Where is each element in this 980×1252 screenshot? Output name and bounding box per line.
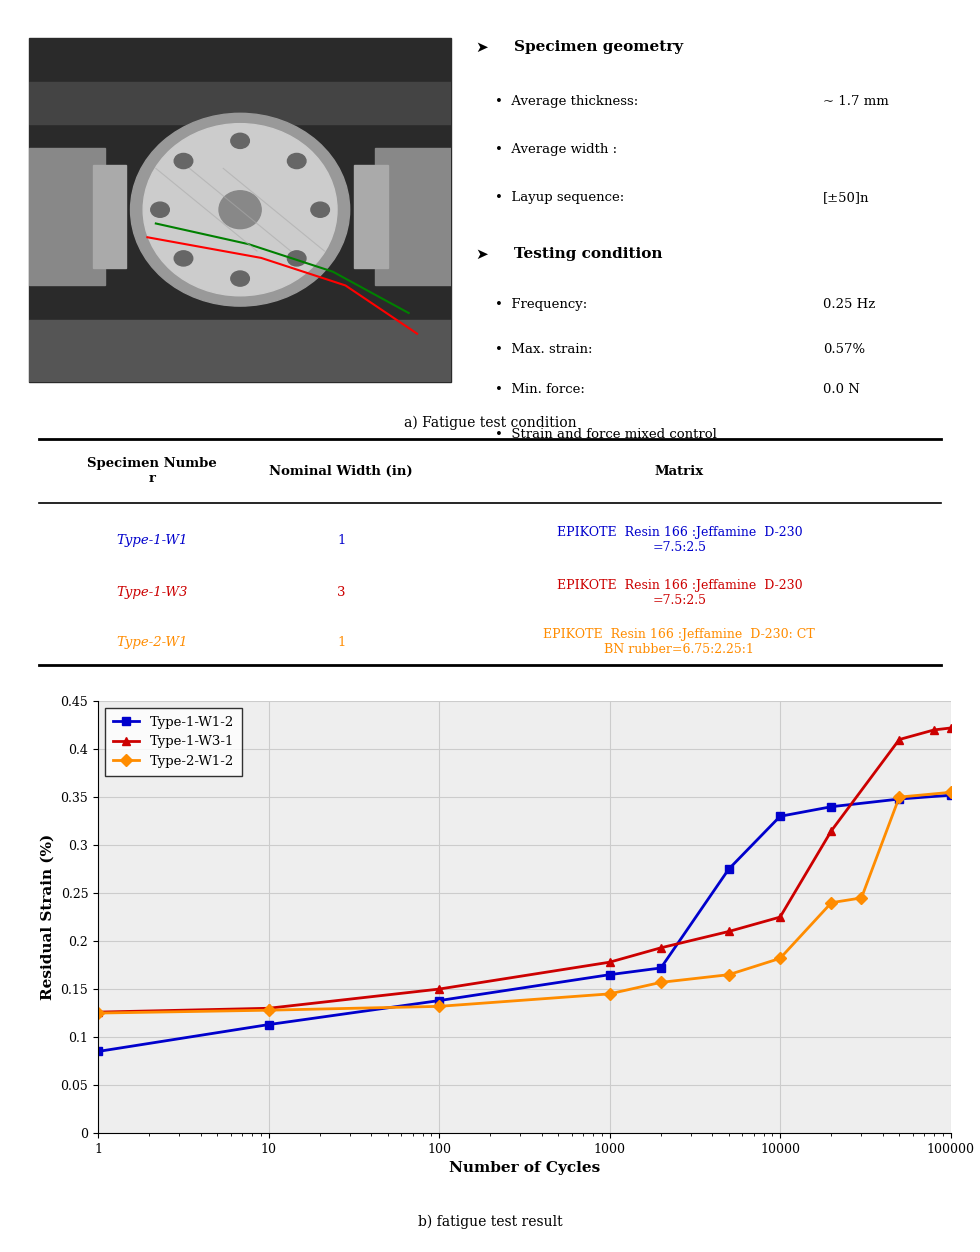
Bar [92, 165, 126, 268]
Type-1-W3-1 [945, 720, 956, 735]
Bar [354, 165, 387, 268]
Type-2-W1-2 [655, 975, 666, 990]
Type-1-W3-1 [655, 940, 666, 955]
Text: Testing condition: Testing condition [514, 247, 663, 260]
Text: •  Min. force:: • Min. force: [495, 383, 585, 397]
Text: a) Fatigue test condition: a) Fatigue test condition [404, 416, 576, 429]
Text: •  Strain and force mixed control: • Strain and force mixed control [495, 428, 716, 441]
Text: Type-1-W1: Type-1-W1 [117, 533, 187, 547]
Text: 0.25 Hz: 0.25 Hz [823, 298, 875, 312]
Bar [29, 319, 451, 382]
Circle shape [231, 133, 249, 149]
Type-1-W1-2 [263, 1017, 274, 1032]
Type-1-W3-1 [774, 909, 786, 924]
Type-1-W1-2 [92, 1044, 104, 1059]
Text: Specimen geometry: Specimen geometry [514, 40, 684, 54]
Text: EPIKOTE  Resin 166 :Jeffamine  D-230
=7.5:2.5: EPIKOTE Resin 166 :Jeffamine D-230 =7.5:… [557, 578, 803, 606]
Type-1-W1-2 [774, 809, 786, 824]
Circle shape [151, 202, 170, 218]
Type-2-W1-2 [723, 967, 735, 982]
Line: Type-2-W1-2: Type-2-W1-2 [94, 789, 955, 1017]
Bar [29, 148, 105, 285]
Text: 3: 3 [337, 586, 346, 598]
Text: Nominal Width (in): Nominal Width (in) [270, 464, 413, 478]
Text: EPIKOTE  Resin 166 :Jeffamine  D-230: CT
BN rubber=6.75:2.25:1: EPIKOTE Resin 166 :Jeffamine D-230: CT B… [544, 629, 815, 656]
Text: 1: 1 [337, 533, 345, 547]
Line: Type-1-W1-2: Type-1-W1-2 [94, 791, 955, 1055]
Type-1-W3-1 [723, 924, 735, 939]
Type-1-W1-2 [825, 799, 837, 814]
Text: •  Frequency:: • Frequency: [495, 298, 587, 312]
Text: 1: 1 [337, 636, 345, 649]
Text: Type-2-W1: Type-2-W1 [117, 636, 187, 649]
Type-1-W1-2 [894, 791, 906, 806]
Type-1-W1-2 [604, 967, 615, 982]
Ellipse shape [143, 124, 337, 295]
Bar [29, 83, 451, 124]
Text: [±50]n: [±50]n [823, 192, 869, 204]
Text: EPIKOTE  Resin 166 :Jeffamine  D-230
=7.5:2.5: EPIKOTE Resin 166 :Jeffamine D-230 =7.5:… [557, 526, 803, 555]
Text: Specimen Numbe
r: Specimen Numbe r [87, 457, 217, 486]
Type-2-W1-2 [263, 1003, 274, 1018]
Type-1-W1-2 [433, 993, 445, 1008]
Type-2-W1-2 [433, 999, 445, 1014]
Ellipse shape [130, 114, 350, 307]
Text: Type-1-W3: Type-1-W3 [117, 586, 187, 598]
Type-1-W1-2 [945, 788, 956, 803]
Type-1-W3-1 [433, 982, 445, 997]
Type-2-W1-2 [604, 987, 615, 1002]
Text: •  Average thickness:: • Average thickness: [495, 95, 638, 108]
X-axis label: Number of Cycles: Number of Cycles [449, 1162, 600, 1176]
Text: Matrix: Matrix [655, 464, 704, 478]
Type-2-W1-2 [856, 890, 867, 905]
Text: ~ 1.7 mm: ~ 1.7 mm [823, 95, 889, 108]
Circle shape [231, 270, 249, 287]
Type-2-W1-2 [945, 785, 956, 800]
Circle shape [287, 250, 306, 265]
Type-2-W1-2 [92, 1005, 104, 1020]
Type-1-W3-1 [92, 1004, 104, 1019]
Circle shape [311, 202, 329, 218]
Text: 0.0 N: 0.0 N [823, 383, 860, 397]
Circle shape [174, 250, 193, 265]
Type-1-W3-1 [604, 955, 615, 970]
Y-axis label: Residual Strain (%): Residual Strain (%) [41, 834, 55, 1000]
Circle shape [174, 154, 193, 169]
Ellipse shape [220, 190, 261, 229]
Type-1-W3-1 [928, 722, 940, 737]
Text: •  Layup sequence:: • Layup sequence: [495, 192, 624, 204]
Text: 0.57%: 0.57% [823, 343, 865, 356]
Type-1-W3-1 [894, 732, 906, 747]
Bar [375, 148, 451, 285]
Type-2-W1-2 [774, 950, 786, 965]
Text: ➤: ➤ [475, 40, 488, 55]
Text: •  Average width :: • Average width : [495, 143, 617, 156]
Text: •  Max. strain:: • Max. strain: [495, 343, 592, 356]
Legend: Type-1-W1-2, Type-1-W3-1, Type-2-W1-2: Type-1-W1-2, Type-1-W3-1, Type-2-W1-2 [105, 707, 242, 776]
Type-1-W3-1 [825, 824, 837, 839]
Line: Type-1-W3-1: Type-1-W3-1 [94, 724, 955, 1017]
Type-1-W1-2 [723, 861, 735, 876]
Type-1-W3-1 [263, 1000, 274, 1015]
Type-1-W1-2 [655, 960, 666, 975]
Circle shape [287, 154, 306, 169]
Text: ➤: ➤ [475, 247, 488, 262]
Type-2-W1-2 [825, 895, 837, 910]
Text: b) fatigue test result: b) fatigue test result [417, 1216, 563, 1229]
Type-2-W1-2 [894, 790, 906, 805]
